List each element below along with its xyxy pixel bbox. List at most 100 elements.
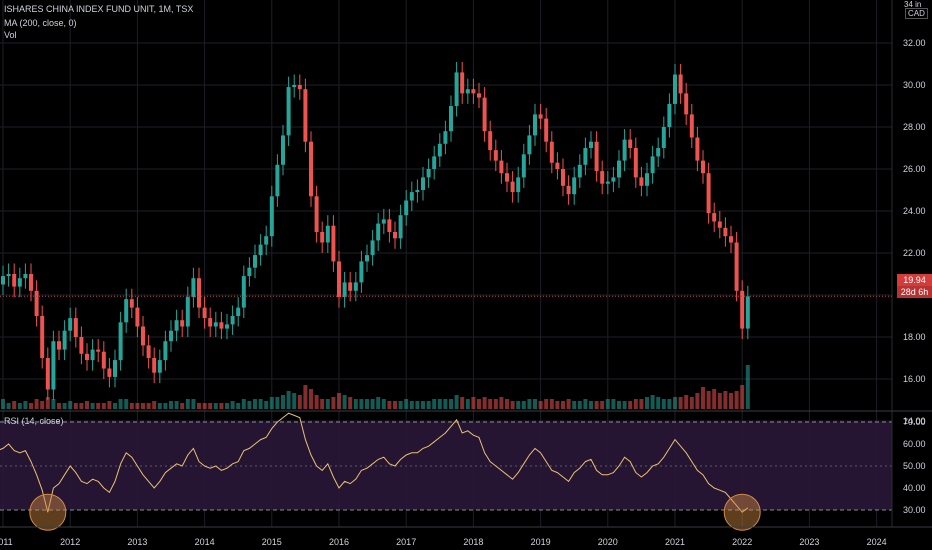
time-tick-label: 2023 bbox=[799, 537, 819, 547]
candle-body bbox=[253, 255, 257, 268]
volume-bar bbox=[701, 387, 705, 409]
volume-bar bbox=[645, 397, 649, 409]
candle-body bbox=[415, 190, 420, 193]
volume-bar bbox=[600, 401, 605, 409]
candle-body bbox=[561, 169, 565, 186]
volume-bar bbox=[639, 399, 644, 409]
candle-body bbox=[381, 219, 386, 224]
candle-body bbox=[729, 236, 733, 243]
candle-body bbox=[51, 341, 56, 390]
candle-body bbox=[639, 177, 644, 186]
candle-body bbox=[387, 219, 392, 232]
volume-bar bbox=[729, 393, 733, 409]
volume-bar bbox=[169, 401, 173, 409]
volume-bar bbox=[549, 399, 554, 409]
candle-body bbox=[152, 358, 157, 373]
candle-body bbox=[404, 200, 409, 216]
candle-body bbox=[432, 156, 437, 169]
candle-body bbox=[370, 240, 375, 256]
ma-indicator-label[interactable]: MA (200, close, 0) bbox=[4, 18, 77, 28]
candle-body bbox=[101, 351, 106, 369]
volume-bar bbox=[510, 401, 515, 409]
candle-body bbox=[521, 154, 526, 178]
volume-bar bbox=[538, 401, 543, 409]
price-tick-label: 22.00 bbox=[903, 248, 926, 258]
volume-bar bbox=[477, 399, 481, 409]
volume-bar bbox=[482, 397, 487, 409]
volume-bar bbox=[717, 393, 722, 409]
candle-body bbox=[628, 139, 633, 148]
volume-bar bbox=[286, 391, 291, 409]
volume-bar bbox=[734, 391, 739, 409]
price-tick-label: 32.00 bbox=[903, 38, 926, 48]
candle-body bbox=[314, 196, 319, 232]
candle-body bbox=[124, 299, 129, 323]
candle-body bbox=[533, 114, 537, 136]
candle-body bbox=[650, 156, 655, 174]
candle-body bbox=[68, 318, 73, 331]
volume-bar bbox=[398, 401, 403, 409]
rsi-indicator-label[interactable]: RSI (14, close) bbox=[4, 416, 64, 426]
volume-bar bbox=[387, 401, 392, 409]
candle-body bbox=[197, 278, 201, 308]
time-tick-label: 2018 bbox=[463, 537, 483, 547]
rsi-tick-label: 70.00 bbox=[903, 417, 926, 427]
candle-body bbox=[527, 135, 532, 155]
candle-body bbox=[320, 232, 325, 243]
candle-body bbox=[85, 353, 89, 361]
time-tick-label: 2013 bbox=[127, 537, 147, 547]
candle-body bbox=[477, 93, 481, 98]
volume-bar bbox=[415, 401, 420, 409]
volume-bar bbox=[365, 399, 369, 409]
volume-bar bbox=[40, 401, 45, 409]
volume-bar bbox=[230, 401, 235, 409]
volume-bar bbox=[90, 403, 95, 409]
volume-bar bbox=[297, 395, 302, 409]
time-tick-label: 2024 bbox=[867, 537, 887, 547]
volume-bar bbox=[611, 399, 616, 409]
volume-bar bbox=[135, 403, 140, 409]
volume-bar bbox=[331, 397, 336, 409]
volume-bar bbox=[589, 401, 593, 409]
volume-bar bbox=[107, 401, 112, 409]
candle-body bbox=[281, 135, 285, 165]
candle-body bbox=[449, 106, 453, 132]
oversold-highlight bbox=[723, 493, 761, 531]
price-tick-label: 24.00 bbox=[903, 206, 926, 216]
candle-body bbox=[185, 297, 190, 327]
time-tick-label: 2016 bbox=[329, 537, 349, 547]
volume-bar bbox=[197, 403, 201, 409]
volume-bar bbox=[678, 397, 683, 409]
volume-bar bbox=[146, 403, 151, 409]
volume-bar bbox=[376, 397, 381, 409]
currency-badge[interactable]: CAD bbox=[905, 8, 928, 19]
candle-body bbox=[577, 164, 582, 178]
candle-body bbox=[723, 227, 728, 237]
volume-bar bbox=[292, 393, 297, 409]
candle-body bbox=[516, 177, 521, 193]
candle-body bbox=[141, 326, 145, 346]
volume-bar bbox=[79, 403, 84, 409]
candle-body bbox=[129, 299, 134, 308]
volume-bar bbox=[241, 399, 246, 409]
volume-bar bbox=[404, 399, 409, 409]
volume-bar bbox=[712, 389, 717, 409]
candle-body bbox=[555, 162, 560, 169]
candle-body bbox=[118, 322, 123, 361]
candle-body bbox=[169, 330, 173, 342]
volume-bar bbox=[359, 399, 364, 409]
volume-indicator-label[interactable]: Vol bbox=[4, 30, 17, 40]
volume-bar bbox=[471, 397, 476, 409]
volume-bar bbox=[628, 401, 633, 409]
candle-body bbox=[645, 173, 649, 186]
volume-bar bbox=[309, 389, 313, 409]
last-price-tag: 19.94 bbox=[897, 274, 932, 286]
volume-bar bbox=[488, 399, 493, 409]
rsi-tick-label: 40.00 bbox=[903, 483, 926, 493]
candle-body bbox=[376, 223, 381, 241]
volume-bar bbox=[124, 399, 129, 409]
candle-body bbox=[359, 261, 364, 283]
candle-body bbox=[264, 236, 269, 245]
candle-body bbox=[566, 185, 571, 195]
